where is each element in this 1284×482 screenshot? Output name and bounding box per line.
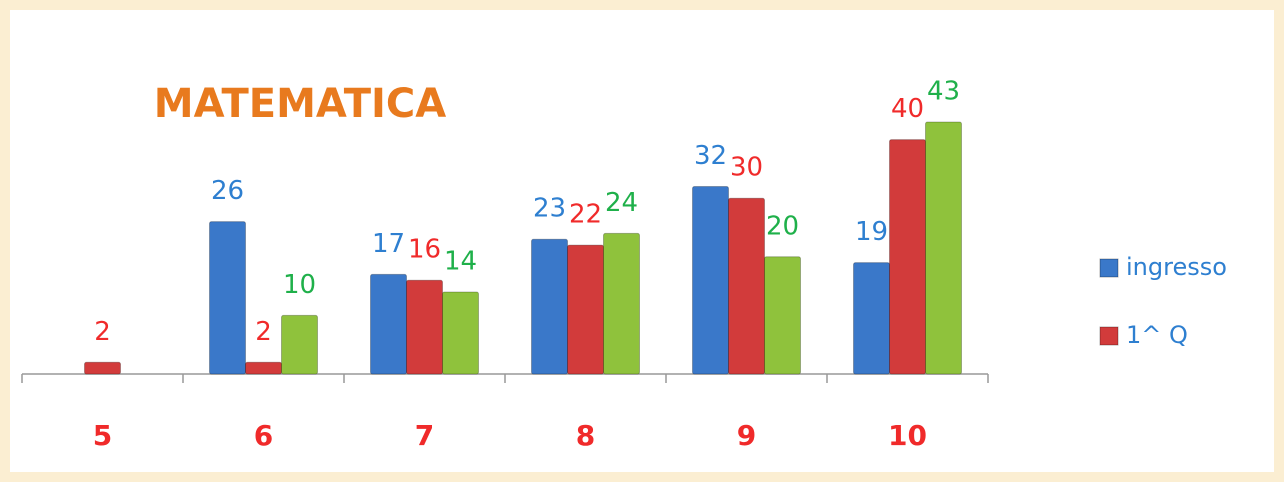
x-tick-label: 10 xyxy=(888,419,927,452)
x-tick-label: 7 xyxy=(415,419,434,452)
data-label: 19 xyxy=(855,217,888,247)
bar xyxy=(442,291,479,375)
legend-label: ingresso xyxy=(1126,253,1227,281)
data-label: 17 xyxy=(372,229,405,259)
x-tick-label: 8 xyxy=(576,419,595,452)
data-label: 20 xyxy=(766,211,799,241)
data-label: 30 xyxy=(730,153,763,183)
data-label: 43 xyxy=(927,77,960,107)
bar xyxy=(406,279,443,375)
bar xyxy=(531,238,568,375)
legend-swatch xyxy=(1099,326,1119,346)
data-label: 2 xyxy=(94,317,111,347)
bar xyxy=(84,361,121,375)
data-label: 14 xyxy=(444,246,477,276)
data-label: 32 xyxy=(694,141,727,171)
data-label: 22 xyxy=(569,200,602,230)
legend-swatch xyxy=(1099,258,1119,278)
panel xyxy=(10,10,1274,472)
bar xyxy=(209,221,246,375)
bar xyxy=(692,185,729,375)
bar xyxy=(889,139,926,375)
x-tick-label: 6 xyxy=(254,419,273,452)
data-label: 40 xyxy=(891,94,924,124)
data-label: 26 xyxy=(211,176,244,206)
data-label: 10 xyxy=(283,270,316,300)
bar xyxy=(567,244,604,375)
legend-label: 1^ Q xyxy=(1126,321,1188,349)
bar xyxy=(245,361,282,375)
bar xyxy=(764,256,801,375)
x-tick-label: 5 xyxy=(93,419,112,452)
data-label: 24 xyxy=(605,188,638,218)
data-label: 23 xyxy=(533,194,566,224)
bar xyxy=(853,262,890,375)
bar xyxy=(925,121,962,375)
x-tick-label: 9 xyxy=(737,419,756,452)
bar xyxy=(728,197,765,375)
bar xyxy=(370,273,407,375)
chart-title: MATEMATICA xyxy=(154,81,446,127)
bar xyxy=(603,232,640,375)
data-label: 2 xyxy=(255,317,272,347)
bar xyxy=(281,314,318,375)
data-label: 16 xyxy=(408,235,441,265)
